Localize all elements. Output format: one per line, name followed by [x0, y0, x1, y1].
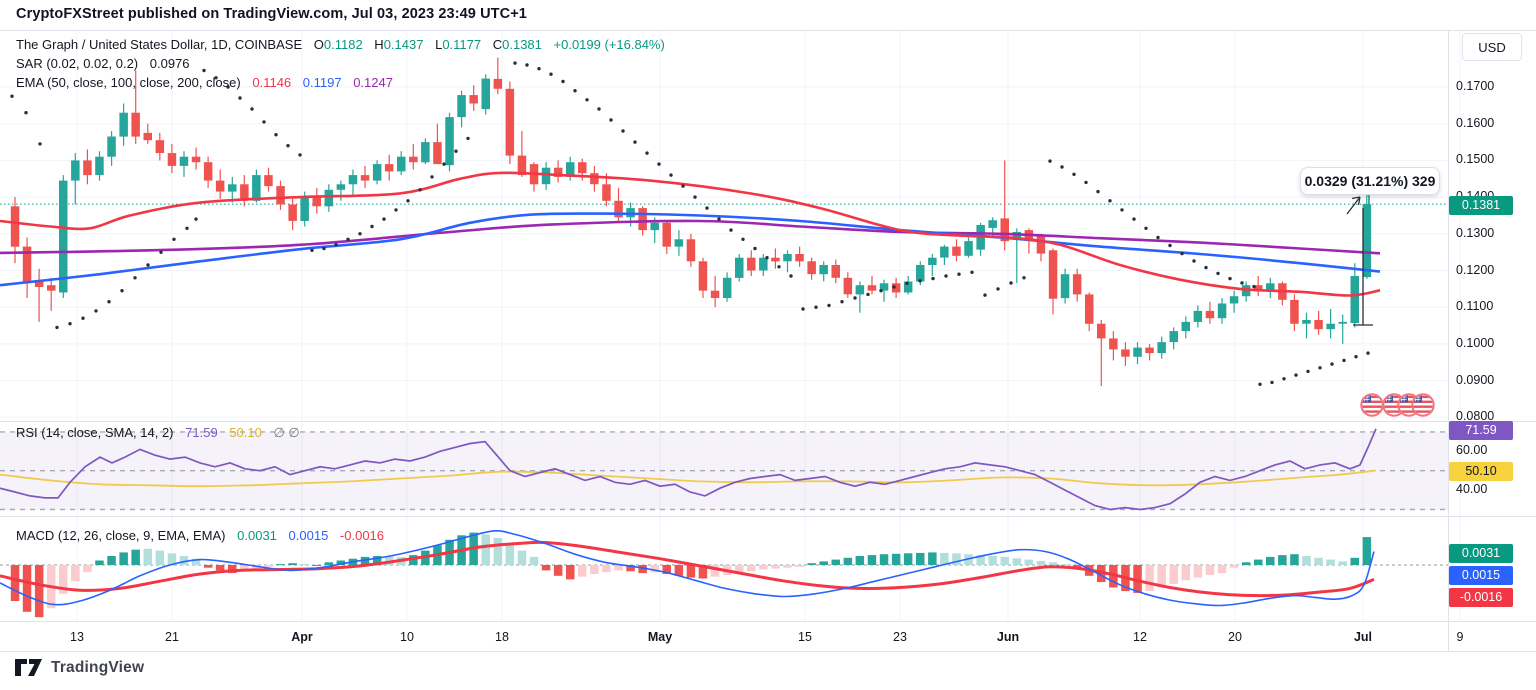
us-flag-icon: [1360, 393, 1384, 417]
time-tick-label: 13: [70, 630, 84, 644]
rsi-sma-value-badge: 50.10: [1449, 462, 1513, 481]
tradingview-logo-icon: [15, 659, 42, 676]
ohlc-close-value: 0.1381: [502, 37, 542, 52]
rsi-label: RSI (14, close, SMA, 14, 2): [16, 425, 174, 440]
price-tick-label: 0.1200: [1456, 262, 1495, 277]
time-tick-label: 12: [1133, 630, 1147, 644]
rsi-empty-values: ∅ ∅: [273, 425, 300, 440]
rsi-legend-row[interactable]: RSI (14, close, SMA, 14, 2) 71.59 50.10 …: [16, 425, 300, 441]
ohlc-high-value: 0.1437: [383, 37, 424, 52]
price-tick-label: 0.0800: [1456, 409, 1495, 424]
macd-line-badge: 0.0015: [1449, 566, 1513, 585]
price-tick-label: 0.1500: [1456, 152, 1495, 167]
time-tick-label: 20: [1228, 630, 1242, 644]
change-value: +0.0199 (+16.84%): [553, 37, 665, 52]
tradingview-footer[interactable]: TradingView: [14, 657, 144, 679]
price-tick-label: 0.1700: [1456, 79, 1495, 93]
ema100-value: 0.1197: [302, 75, 342, 90]
ohlc-high-label: H: [374, 37, 384, 52]
price-tick-label: 0.1300: [1456, 225, 1495, 240]
attribution-text: CryptoFXStreet published on TradingView.…: [16, 6, 527, 22]
currency-toggle-button[interactable]: USD: [1462, 33, 1522, 61]
ohlc-low-value: 0.1177: [442, 37, 482, 52]
time-tick-label: 23: [893, 630, 907, 644]
time-tick-label: Jun: [996, 630, 1020, 644]
macd-hist-badge: 0.0031: [1449, 544, 1513, 563]
rsi-value-badge: 71.59: [1449, 421, 1513, 440]
macd-signal-value: -0.0016: [339, 528, 385, 543]
time-tick-label: 9: [1456, 630, 1464, 644]
price-tick-label: 0.1000: [1456, 335, 1495, 350]
ema200-value: 0.1247: [353, 75, 393, 90]
time-tick-label: 10: [400, 630, 414, 644]
us-flag-icon: [1411, 393, 1435, 417]
ohlc-low-label: L: [435, 37, 443, 52]
tradingview-brand-text: TradingView: [51, 659, 145, 676]
macd-line-value: 0.0015: [288, 528, 329, 543]
sar-value: 0.0976: [149, 56, 190, 71]
time-tick-label: 18: [495, 630, 509, 644]
sar-legend-row[interactable]: SAR (0.02, 0.02, 0.2) 0.0976: [16, 56, 190, 71]
ohlc-open-value: 0.1182: [323, 37, 363, 52]
price-tick-label: 0.1600: [1456, 115, 1495, 130]
ema-legend-row[interactable]: EMA (50, close, 100, close, 200, close) …: [16, 75, 393, 90]
macd-legend-row[interactable]: MACD (12, 26, close, 9, EMA, EMA) 0.0031…: [16, 528, 384, 543]
macd-label: MACD (12, 26, close, 9, EMA, EMA): [16, 528, 226, 543]
rsi-tick-label: 40.00: [1456, 482, 1488, 497]
rsi-value: 71.59: [185, 425, 218, 440]
ohlc-open-label: O: [313, 37, 324, 52]
time-tick-label: Jul: [1353, 630, 1373, 644]
measure-tooltip: 0.0329 (31.21%) 329: [1300, 167, 1440, 195]
time-tick-label: May: [647, 630, 673, 644]
ohlc-close-label: C: [492, 37, 503, 52]
symbol-legend-row[interactable]: The Graph / United States Dollar, 1D, CO…: [16, 37, 665, 52]
time-tick-label: 21: [165, 630, 179, 644]
rsi-tick-label: 60.00: [1456, 443, 1488, 458]
price-tick-label: 0.1100: [1456, 299, 1494, 314]
ema50-value: 0.1146: [252, 75, 292, 90]
macd-hist-value: 0.0031: [237, 528, 277, 543]
time-tick-label: 15: [798, 630, 812, 644]
time-tick-label: Apr: [291, 630, 313, 644]
last-price-badge: 0.1381: [1449, 196, 1513, 215]
sar-label: SAR (0.02, 0.02, 0.2): [16, 56, 139, 71]
ema-label: EMA (50, close, 100, close, 200, close): [16, 75, 241, 90]
rsi-sma-value: 50.10: [229, 425, 262, 440]
price-tick-label: 0.0900: [1456, 372, 1495, 387]
symbol-title: The Graph / United States Dollar, 1D, CO…: [16, 37, 303, 52]
macd-signal-badge: -0.0016: [1449, 588, 1513, 607]
